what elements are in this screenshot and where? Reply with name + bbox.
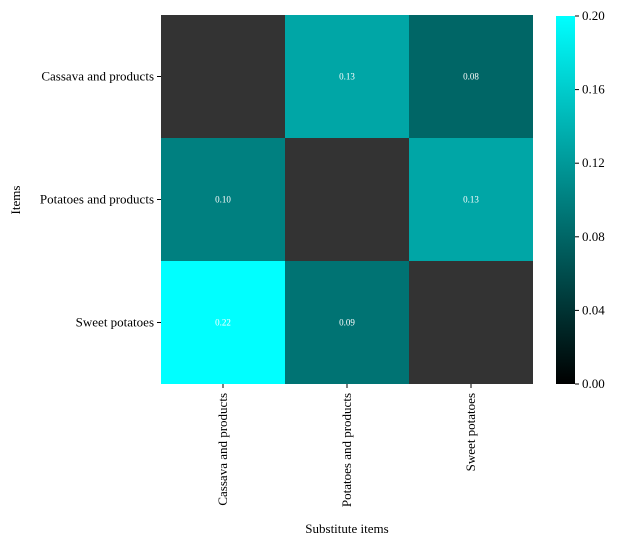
cell-value-label: 0.22	[215, 318, 231, 328]
colorbar-tick-label: 0.12	[582, 155, 605, 170]
cell-value-label: 0.08	[463, 72, 479, 82]
heatmap-cell	[161, 15, 285, 138]
cell-value-label: 0.13	[339, 72, 355, 82]
colorbar-ticks: 0.00 0.04 0.08 0.12 0.16 0.20	[575, 8, 605, 391]
x-tick-label: Potatoes and products	[339, 393, 354, 507]
heatmap-cells	[161, 15, 533, 384]
heatmap-cell	[285, 261, 409, 384]
colorbar-tick-label: 0.04	[582, 302, 605, 317]
x-tick-label: Cassava and products	[215, 393, 230, 506]
heatmap-cell	[285, 138, 409, 261]
x-tick-label: Sweet potatoes	[463, 393, 478, 471]
y-tick-label: Sweet potatoes	[76, 315, 154, 330]
y-axis-label: Items	[8, 186, 23, 215]
y-tick-label: Potatoes and products	[40, 192, 154, 207]
heatmap-cell	[161, 138, 285, 261]
y-tick-label: Cassava and products	[41, 69, 154, 84]
heatmap-cell	[409, 138, 533, 261]
heatmap-cell	[161, 261, 285, 384]
colorbar-tick-label: 0.20	[582, 8, 605, 23]
heatmap-cell	[409, 261, 533, 384]
y-axis: Cassava and products Potatoes and product…	[40, 69, 161, 330]
colorbar-tick-label: 0.00	[582, 376, 605, 391]
x-axis: Cassava and products Potatoes and product…	[215, 384, 478, 507]
colorbar-tick-label: 0.08	[582, 229, 605, 244]
heatmap-cell	[285, 15, 409, 138]
heatmap-cell	[409, 15, 533, 138]
colorbar-tick-label: 0.16	[582, 82, 605, 97]
colorbar	[556, 16, 575, 384]
heatmap-cell-labels: 0.13 0.08 0.10 0.13 0.22 0.09	[215, 72, 479, 328]
cell-value-label: 0.09	[339, 318, 355, 328]
cell-value-label: 0.13	[463, 195, 479, 205]
cell-value-label: 0.10	[215, 195, 231, 205]
x-axis-label: Substitute items	[305, 521, 388, 536]
